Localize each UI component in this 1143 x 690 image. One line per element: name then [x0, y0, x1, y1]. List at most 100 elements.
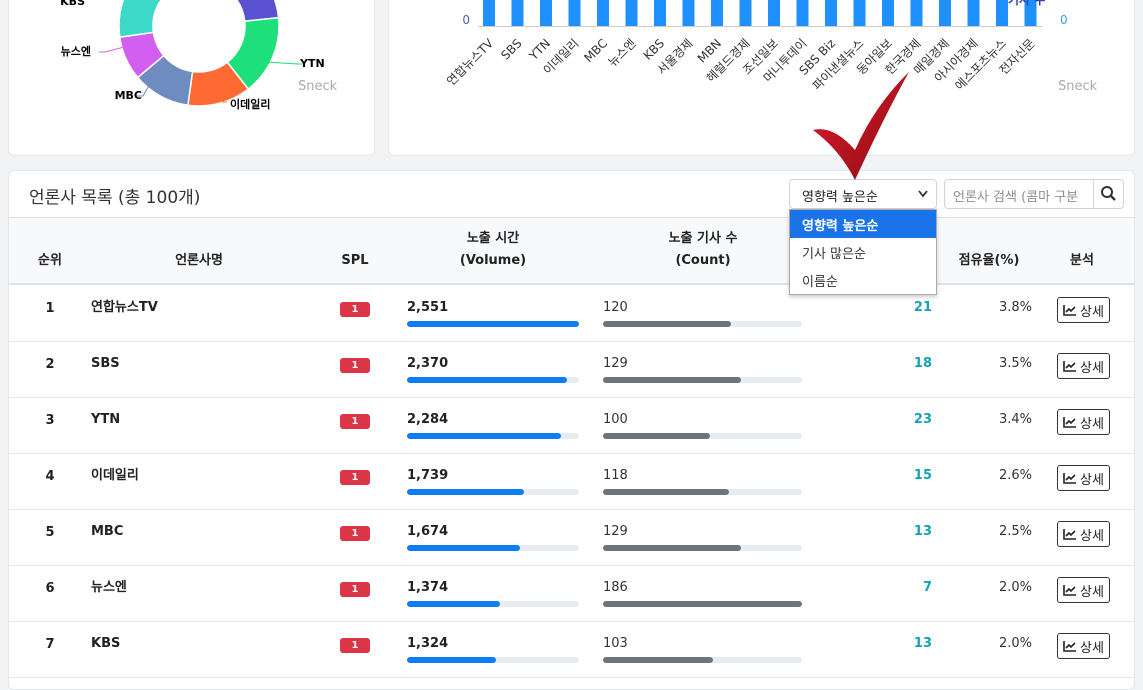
outlet-name: 이데일리: [91, 468, 139, 483]
column-header-sub: (Count): [675, 253, 731, 268]
column-header: 분석: [1070, 253, 1094, 268]
volume-bar: [407, 433, 561, 439]
column-header-sub: (Volume): [459, 253, 527, 268]
sort-select-value: 영향력 높은순: [802, 190, 878, 205]
bar: [597, 0, 609, 26]
table-card: 언론사 목록 (총 100개) 순위 언론사명 SPL 노출 시간 (Volume) 노출…: [8, 170, 1135, 690]
bar: [796, 0, 809, 26]
spl-badge: 1: [340, 358, 370, 373]
bar: [483, 0, 495, 26]
detail-label: 상세: [1080, 529, 1104, 544]
bar: [853, 0, 866, 26]
detail-label: 상세: [1080, 473, 1104, 488]
x-tick-label: SBS: [498, 36, 524, 62]
count: 186: [603, 580, 628, 595]
leader-line: [137, 74, 156, 97]
row-divider: [9, 565, 1134, 566]
detail-label: 상세: [1080, 585, 1104, 600]
outlet-name: SBS: [91, 356, 120, 371]
detail-button[interactable]: 상세: [1057, 577, 1110, 603]
bar-card: 연합뉴스TV SBS YTN 이데일리 MBC 뉴스엔 KBS 서울경제 MBN 헤럴드경제 조선일…: [388, 0, 1135, 156]
count-bar: [603, 489, 730, 495]
spl-badge: 1: [340, 638, 370, 653]
volume-bar: [407, 489, 525, 495]
leader-line: [265, 61, 302, 65]
y-tick-label: 0: [462, 13, 470, 27]
spl-badge: 1: [340, 470, 370, 485]
bar: [568, 0, 581, 26]
count-bar: [603, 433, 710, 439]
row-divider: [9, 397, 1134, 398]
detail-button[interactable]: 상세: [1057, 409, 1110, 435]
bar: [768, 0, 780, 26]
spl-badge: 1: [340, 526, 370, 541]
volume: 2,551: [407, 300, 449, 315]
volume: 2,284: [407, 412, 449, 427]
article-count: 23: [913, 412, 932, 427]
rank: 4: [45, 469, 55, 484]
leader-line: [99, 44, 133, 53]
detail-button[interactable]: 상세: [1057, 465, 1110, 491]
donut-label: MBC: [115, 89, 142, 102]
root: KBS 뉴스엔 MBC 이데일리 YTN Sneck 연합뉴스TV SBS YTN 이데일리 MB…: [8, 0, 1135, 690]
bar: [1024, 0, 1037, 26]
donut-label: KBS: [60, 0, 85, 8]
share: 3.4%: [998, 412, 1032, 427]
column-header: SPL: [341, 253, 369, 268]
detail-label: 상세: [1080, 361, 1104, 376]
donut-chart: KBS 뉴스엔 MBC 이데일리 YTN Sneck: [60, 0, 338, 111]
outlet-name: 연합뉴스TV: [91, 300, 158, 315]
select-arrow: [918, 190, 928, 198]
search-input[interactable]: 언론사 검색 (콤마 구분: [944, 179, 1094, 209]
share: 3.5%: [998, 356, 1032, 371]
bar: [625, 0, 638, 26]
chart-icon: [1063, 641, 1076, 652]
chart-icon: [1063, 417, 1076, 428]
detail-button[interactable]: 상세: [1057, 521, 1110, 547]
volume-bar: [407, 377, 567, 383]
share: 2.6%: [998, 468, 1032, 483]
detail-button[interactable]: 상세: [1057, 297, 1110, 323]
column-header: 노출 기사 수: [668, 231, 738, 246]
detail-label: 상세: [1080, 417, 1104, 432]
rank: 1: [45, 301, 55, 316]
page: KBS 뉴스엔 MBC 이데일리 YTN Sneck 연합뉴스TV SBS YTN 이데일리 MB…: [8, 0, 1135, 690]
chart-icon: [1063, 473, 1076, 484]
bar: [910, 0, 923, 26]
count-bar: [603, 377, 742, 383]
column-header: 점유율(%): [958, 253, 1020, 268]
bar: [654, 0, 666, 26]
donut-slice: [118, 0, 162, 38]
volume-bar: [407, 321, 579, 327]
bar: [682, 0, 695, 26]
spl-badge: 1: [340, 582, 370, 597]
article-count: 18: [913, 356, 932, 371]
row-divider: [9, 453, 1134, 454]
share: 2.0%: [998, 636, 1032, 651]
search-button[interactable]: [1093, 179, 1124, 209]
x-tick-label: 연합뉴스TV: [444, 36, 497, 89]
detail-button[interactable]: 상세: [1057, 633, 1110, 659]
donut-card: KBS 뉴스엔 MBC 이데일리 YTN Sneck: [8, 0, 375, 156]
y2-tick-label: 0: [1060, 13, 1068, 27]
bar: [882, 0, 894, 26]
sort-option[interactable]: 기사 많은순: [802, 247, 866, 262]
count: 103: [603, 636, 628, 651]
detail-button[interactable]: 상세: [1057, 353, 1110, 379]
bar: [739, 0, 752, 26]
chart-icon: [1063, 305, 1076, 316]
x-tick-label: 뉴스엔: [605, 36, 638, 69]
sort-select[interactable]: 영향력 높은순: [789, 179, 937, 209]
sort-option[interactable]: 영향력 높은순: [790, 210, 936, 238]
detail-label: 상세: [1080, 305, 1104, 320]
rank: 2: [45, 357, 55, 372]
volume: 1,374: [407, 580, 449, 595]
leader-line: [222, 80, 227, 103]
chart-icon: [1063, 529, 1076, 540]
volume: 1,739: [407, 468, 449, 483]
row-divider: [9, 677, 1134, 678]
sort-option[interactable]: 이름순: [802, 275, 838, 290]
volume: 1,324: [407, 636, 449, 651]
spl-badge: 1: [340, 414, 370, 429]
